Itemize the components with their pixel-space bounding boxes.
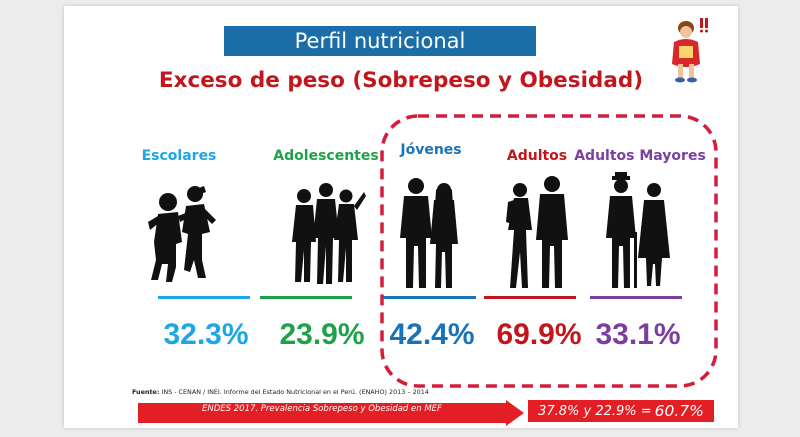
result-total: 60.7% xyxy=(655,402,704,420)
adolescentes-underline xyxy=(260,296,352,299)
children-silhouette-icon xyxy=(140,172,220,292)
slide: Perfil nutricional Exceso de peso (Sobre… xyxy=(64,6,738,428)
cartoon-woman-icon xyxy=(664,14,714,86)
source-note: Fuente: INS - CENAN / INEI. Informe del … xyxy=(132,388,429,396)
title-banner: Perfil nutricional xyxy=(224,26,536,56)
result-box: 37.8% y 22.9% = 60.7% xyxy=(528,400,714,422)
subtitle: Exceso de peso (Sobrepeso y Obesidad) xyxy=(64,68,738,93)
group-label-adolescentes: Adolescentes xyxy=(273,148,378,164)
escolares-value: 32.3% xyxy=(163,318,248,352)
highlight-dashed-box xyxy=(379,113,719,389)
result-lead: 37.8% y 22.9% = xyxy=(538,404,652,419)
adolescentes-value: 23.9% xyxy=(279,318,364,352)
teens-silhouette-icon xyxy=(286,172,366,292)
group-label-escolares: Escolares xyxy=(142,148,217,164)
escolares-underline xyxy=(158,296,250,299)
page-title: Perfil nutricional xyxy=(295,29,466,53)
endes-label: ENDES 2017. Prevalencia Sobrepeso y Obes… xyxy=(144,404,500,414)
